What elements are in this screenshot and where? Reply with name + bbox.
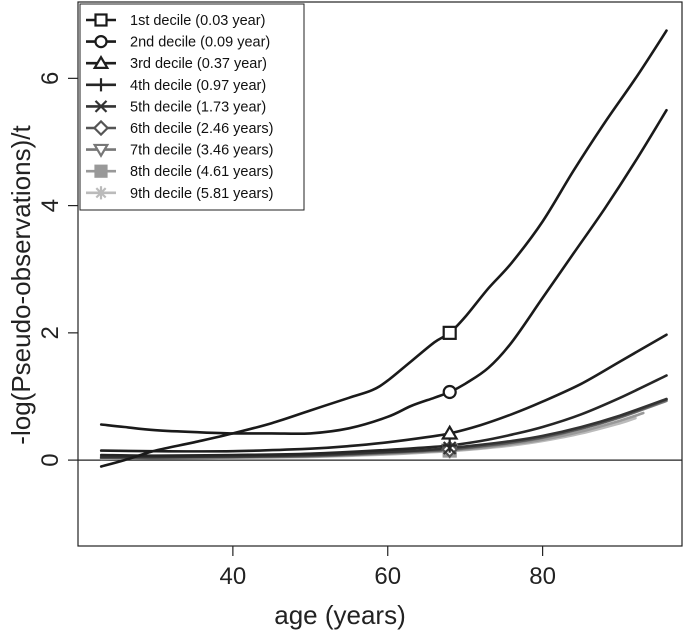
series-marker <box>442 384 457 400</box>
series-marker <box>94 164 108 178</box>
marker-square <box>442 325 457 340</box>
legend-box <box>79 3 305 211</box>
x-tick-label: 60 <box>374 563 401 590</box>
legend-label: 2nd decile (0.09 year) <box>130 35 270 51</box>
series-marker <box>442 325 457 340</box>
series-marker <box>94 100 108 113</box>
y-axis: 0 2 4 6 <box>37 72 78 467</box>
marker-plus <box>442 438 457 453</box>
series-marker <box>92 54 110 69</box>
series-line-2 <box>99 108 668 436</box>
series-line-5 <box>99 397 668 459</box>
legend: 1st decile (0.03 year) 2nd decile (0.09 y… <box>79 3 305 211</box>
series-marker <box>95 187 107 199</box>
marker-square <box>94 13 108 27</box>
legend-label: 7th decile (3.46 years) <box>130 143 273 159</box>
marker-layer <box>440 325 459 459</box>
series-marker <box>94 34 108 49</box>
y-tick-label: 6 <box>37 72 64 85</box>
x-axis: 40 60 80 <box>220 546 556 590</box>
series-marker <box>94 13 108 27</box>
x-axis-title: age (years) <box>274 600 406 630</box>
y-axis-title: -log(Pseudo-observations)/t <box>6 125 36 445</box>
marker-x <box>94 100 108 113</box>
series-marker <box>440 424 459 440</box>
marker-asterisk <box>94 186 108 200</box>
legend-label: 4th decile (0.97 year) <box>130 78 266 94</box>
marker-square-filled <box>94 164 108 178</box>
series-marker <box>92 143 110 158</box>
marker-triangle <box>92 54 110 69</box>
marker-triangle <box>440 424 459 440</box>
marker-triangle-down <box>92 143 110 158</box>
y-tick-label: 0 <box>37 453 64 466</box>
y-tick-label: 2 <box>37 326 64 339</box>
legend-label: 9th decile (5.81 years) <box>130 186 273 202</box>
legend-label: 8th decile (4.61 years) <box>130 164 273 180</box>
legend-label: 3rd decile (0.37 year) <box>130 56 267 72</box>
x-tick-label: 80 <box>529 563 556 590</box>
series-line-1 <box>99 29 668 468</box>
series-marker <box>92 119 110 137</box>
marker-diamond <box>92 119 110 137</box>
plot-frame <box>77 1 683 547</box>
legend-label: 1st decile (0.03 year) <box>130 13 265 29</box>
legend-label: 5th decile (1.73 year) <box>130 99 266 115</box>
legend-label: 6th decile (2.46 years) <box>130 121 273 137</box>
x-tick-label: 40 <box>220 563 247 590</box>
marker-circle <box>442 384 457 400</box>
y-tick-label: 4 <box>37 199 64 212</box>
marker-plus <box>94 78 108 92</box>
marker-circle <box>94 34 108 49</box>
series-line-3 <box>99 333 668 453</box>
